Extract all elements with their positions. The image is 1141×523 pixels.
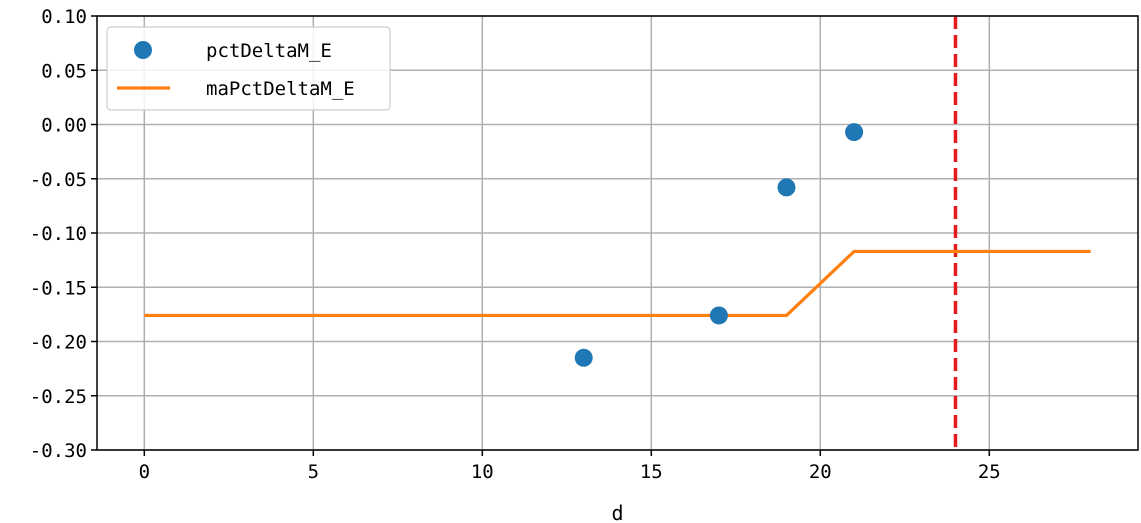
x-tick-label: 15	[640, 461, 663, 483]
y-tick-label: -0.25	[30, 386, 87, 408]
y-tick-label: -0.05	[30, 169, 87, 191]
x-tick-label: 10	[471, 461, 494, 483]
data-point-pctDeltaM_E	[574, 348, 593, 367]
y-tick-label: 0.00	[41, 115, 87, 137]
y-tick-label: -0.30	[30, 440, 87, 462]
y-tick-label: 0.05	[41, 60, 87, 82]
x-tick-label: 20	[809, 461, 832, 483]
axis-ticks: 0 5 10 15 20 25 0.10 0.05 0.00 -0.05 -0.10 -0.15 -0.…	[30, 6, 1001, 483]
series-line-maPctDeltaM_E	[144, 249, 1091, 318]
y-tick-label: 0.10	[41, 6, 87, 28]
legend-label-pctDeltaM_E: pctDeltaM_E	[206, 40, 332, 62]
legend-marker-pctDeltaM_E	[134, 41, 152, 59]
x-tick-label: 0	[139, 461, 150, 483]
y-tick-label: -0.20	[30, 332, 87, 354]
legend-label-maPctDeltaM_E: maPctDeltaM_E	[206, 78, 355, 100]
data-point-pctDeltaM_E	[709, 306, 728, 325]
data-point-pctDeltaM_E	[845, 123, 864, 142]
y-tick-label: -0.10	[30, 223, 87, 245]
y-tick-label: -0.15	[30, 277, 87, 299]
legend-box	[106, 26, 391, 111]
x-tick-label: 25	[978, 461, 1001, 483]
legend: pctDeltaM_E maPctDeltaM_E	[106, 26, 391, 111]
data-point-pctDeltaM_E	[777, 178, 796, 197]
x-tick-label: 5	[308, 461, 319, 483]
x-axis-label: d	[611, 501, 623, 523]
series-layer	[144, 123, 1091, 367]
